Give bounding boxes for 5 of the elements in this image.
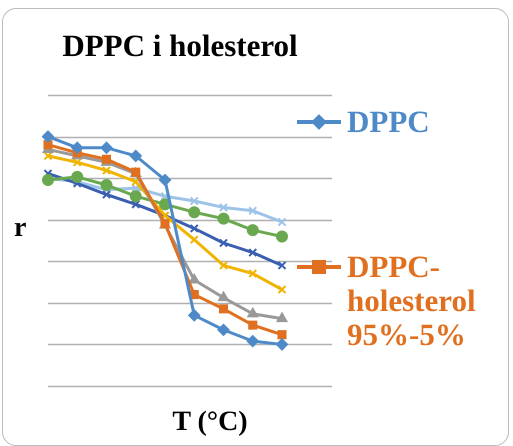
legend-label: DPPC bbox=[347, 104, 431, 139]
legend-label: DPPC-holesterol 95%-5% bbox=[347, 249, 477, 352]
chart-title: DPPC i holesterol bbox=[61, 28, 299, 64]
y-axis-title: r bbox=[14, 212, 26, 244]
x-axis-title: T (°C) bbox=[171, 406, 249, 438]
